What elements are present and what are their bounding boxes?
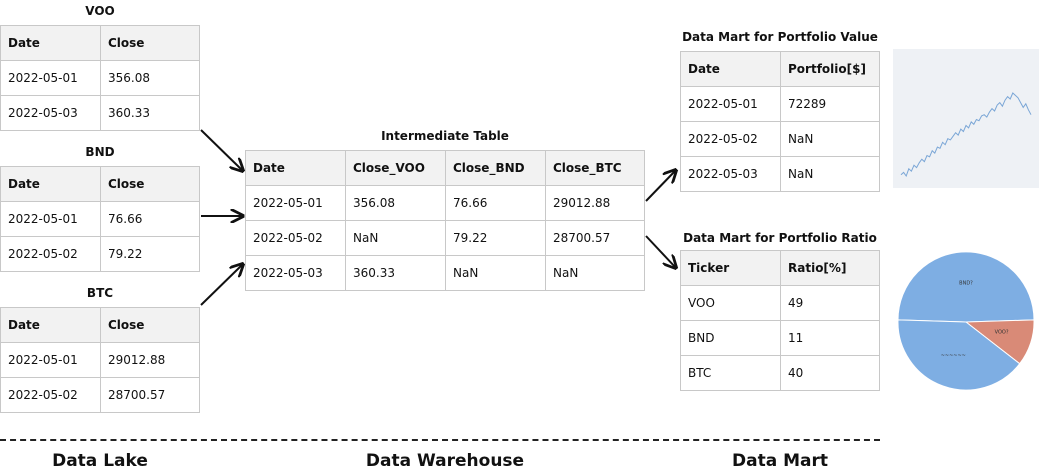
column-header: Portfolio[$] xyxy=(780,51,880,87)
table-cell: 28700.57 xyxy=(545,220,645,256)
arrow-warehouse-to-ratio-mart xyxy=(645,235,676,268)
table-cell: NaN xyxy=(545,255,645,291)
table-row: 2022-05-02 79.22 xyxy=(0,236,200,272)
table-row: VOO 49 xyxy=(680,285,880,321)
lake-voo-table: Date Close 2022-05-01 356.08 2022-05-03 … xyxy=(0,25,200,131)
table-row: 2022-05-02 NaN xyxy=(680,121,880,157)
column-header: Ticker xyxy=(680,250,781,286)
pie-slice-label: VOO? xyxy=(995,330,1009,336)
arrow-warehouse-to-value-mart xyxy=(645,170,676,202)
lake-btc-table: Date Close 2022-05-01 29012.88 2022-05-0… xyxy=(0,307,200,413)
lake-bnd-table: Date Close 2022-05-01 76.66 2022-05-02 7… xyxy=(0,166,200,272)
section-divider xyxy=(0,439,880,441)
lake-btc-title: BTC xyxy=(86,286,114,300)
table-cell: 356.08 xyxy=(100,60,200,96)
mart-ratio-title: Data Mart for Portfolio Ratio xyxy=(683,231,877,245)
mart-ratio-table: Ticker Ratio[%] VOO 49 BND 11 BTC 40 xyxy=(680,250,880,391)
table-header-row: Ticker Ratio[%] xyxy=(680,250,880,286)
column-header: Date xyxy=(0,166,101,202)
table-row: BND 11 xyxy=(680,320,880,356)
mart-value-title: Data Mart for Portfolio Value xyxy=(682,30,878,44)
table-row: 2022-05-03 360.33 xyxy=(0,95,200,131)
table-header-row: Date Close xyxy=(0,25,200,61)
table-row: 2022-05-03 NaN xyxy=(680,156,880,192)
table-row: BTC 40 xyxy=(680,355,880,391)
column-header: Close xyxy=(100,25,200,61)
table-row: 2022-05-01 29012.88 xyxy=(0,342,200,378)
mart-value-table: Date Portfolio[$] 2022-05-01 72289 2022-… xyxy=(680,51,880,192)
pie-slice-label: ~~~~~~ xyxy=(941,353,966,359)
table-cell: 2022-05-03 xyxy=(0,95,101,131)
table-header-row: Date Close xyxy=(0,307,200,343)
table-row: 2022-05-01 356.08 xyxy=(0,60,200,96)
table-cell: 79.22 xyxy=(100,236,200,272)
lake-voo-title: VOO xyxy=(85,4,115,18)
data-lake-label: Data Lake xyxy=(52,451,148,471)
table-cell: NaN xyxy=(780,121,880,157)
table-cell: 2022-05-01 xyxy=(0,60,101,96)
chart-background xyxy=(893,49,1039,188)
column-header: Close_VOO xyxy=(345,150,446,186)
table-cell: NaN xyxy=(445,255,546,291)
pie-slice xyxy=(897,252,1035,323)
column-header: Date xyxy=(0,307,101,343)
table-cell: 2022-05-02 xyxy=(245,220,346,256)
table-header-row: Date Close xyxy=(0,166,200,202)
table-cell: 29012.88 xyxy=(100,342,200,378)
table-cell: 2022-05-03 xyxy=(245,255,346,291)
pie-slice-label: BND? xyxy=(959,281,973,287)
table-cell: 28700.57 xyxy=(100,377,200,413)
arrow-btc-to-warehouse xyxy=(200,264,243,306)
table-cell: BTC xyxy=(680,355,781,391)
table-cell: 2022-05-03 xyxy=(680,156,781,192)
portfolio-value-line-chart xyxy=(893,49,1039,188)
lake-bnd-title: BND xyxy=(85,145,115,159)
table-header-row: Date Close_VOO Close_BND Close_BTC xyxy=(245,150,645,186)
table-row: 2022-05-02 NaN 79.22 28700.57 xyxy=(245,220,645,256)
column-header: Close xyxy=(100,307,200,343)
table-row: 2022-05-03 360.33 NaN NaN xyxy=(245,255,645,291)
table-cell: 360.33 xyxy=(345,255,446,291)
portfolio-ratio-pie-chart: BND? VOO? ~~~~~~ xyxy=(897,252,1035,391)
table-cell: 76.66 xyxy=(445,185,546,221)
table-cell: 360.33 xyxy=(100,95,200,131)
pie-slice xyxy=(897,319,1021,391)
data-mart-label: Data Mart xyxy=(732,451,828,471)
series-line xyxy=(900,92,1032,178)
column-header: Close_BND xyxy=(445,150,546,186)
table-cell: 11 xyxy=(780,320,880,356)
table-header-row: Date Portfolio[$] xyxy=(680,51,880,87)
table-cell: 2022-05-02 xyxy=(0,236,101,272)
column-header: Ratio[%] xyxy=(780,250,880,286)
column-header: Close_BTC xyxy=(545,150,645,186)
warehouse-table-title: Intermediate Table xyxy=(381,129,509,143)
column-header: Date xyxy=(245,150,346,186)
table-cell: VOO xyxy=(680,285,781,321)
table-cell: BND xyxy=(680,320,781,356)
table-cell: 2022-05-01 xyxy=(0,342,101,378)
intermediate-table: Date Close_VOO Close_BND Close_BTC 2022-… xyxy=(245,150,645,291)
arrow-voo-to-warehouse xyxy=(200,129,243,171)
table-cell: 40 xyxy=(780,355,880,391)
column-header: Close xyxy=(100,166,200,202)
data-warehouse-label: Data Warehouse xyxy=(365,451,525,471)
table-cell: NaN xyxy=(780,156,880,192)
table-row: 2022-05-02 28700.57 xyxy=(0,377,200,413)
